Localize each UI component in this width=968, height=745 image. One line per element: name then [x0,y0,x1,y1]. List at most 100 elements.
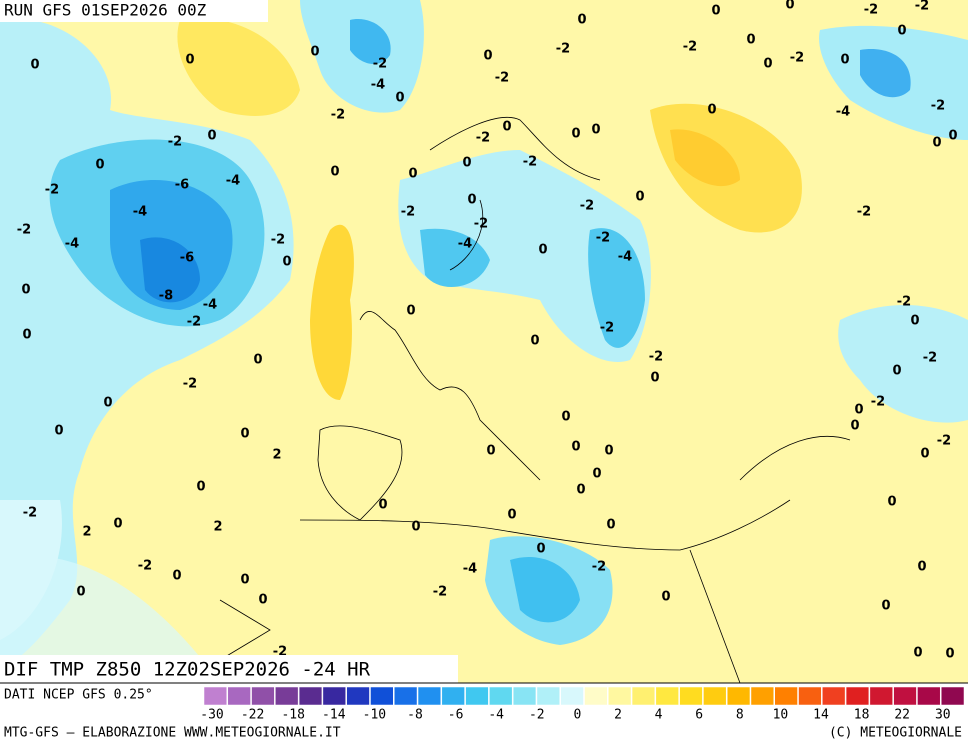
contour-label: 0 [561,410,570,425]
contour-label: 0 [606,518,615,533]
legend-tick-label: -4 [488,708,504,723]
contour-label: -2 [168,135,182,150]
legend-swatch [489,686,513,706]
source-text: DATI NCEP GFS 0.25° [4,688,153,703]
contour-label: 0 [746,33,755,48]
contour-label: 0 [945,647,954,662]
field-title: DIF TMP Z850 12Z02SEP2026 -24 HR [4,659,371,681]
legend-swatch [560,686,584,706]
contour-label: 0 [507,508,516,523]
legend-swatch [940,686,965,706]
contour-label: 0 [785,0,794,13]
contour-label: 0 [411,520,420,535]
contour-label: 0 [576,483,585,498]
contour-label: 0 [486,444,495,459]
contour-label: 0 [635,190,644,205]
field-box [0,655,458,683]
legend-swatch [275,686,299,706]
contour-label: -4 [65,237,79,252]
contour-label: 0 [592,467,601,482]
contour-label: 0 [591,123,600,138]
legend-swatch [608,686,632,706]
contour-label: -8 [159,289,173,304]
legend-tick-label: 22 [894,708,910,723]
legend-swatch [703,686,727,706]
contour-label: 0 [185,53,194,68]
contour-label: -2 [183,377,197,392]
contour-label: -4 [203,298,217,313]
legend-tick-label: -2 [529,708,545,723]
run-title: RUN GFS 01SEP2026 00Z [4,1,207,20]
contour-label: 0 [253,353,262,368]
contour-label: -2 [871,395,885,410]
legend-swatch [298,686,323,706]
contour-label: 2 [213,520,222,535]
legend-swatch [417,686,442,706]
header-box [0,0,268,22]
contour-label: 0 [571,127,580,142]
contour-label: 0 [577,13,586,28]
legend-tick-label: -18 [281,708,304,723]
contour-label: -4 [133,205,147,220]
contour-label: 0 [408,167,417,182]
contour-label: 0 [95,158,104,173]
contour-label: 0 [897,24,906,39]
legend-swatch [655,686,679,706]
legend-swatch [893,686,917,706]
contour-label: 0 [887,495,896,510]
legend-swatch [441,686,465,706]
legend-tick-label: 30 [935,708,951,723]
legend-tick-label: 0 [573,708,581,723]
legend-swatch [512,686,537,706]
contour-label: 0 [650,371,659,386]
contour-label: -2 [523,155,537,170]
contour-label: 0 [113,517,122,532]
contour-label: 0 [910,314,919,329]
legend-swatch [227,686,251,706]
contour-label: 0 [282,255,291,270]
contour-label: -2 [649,350,663,365]
contour-label: -2 [683,40,697,55]
contour-label: 0 [881,599,890,614]
contour-label: 0 [462,156,471,171]
contour-label: -2 [45,183,59,198]
contour-label: 0 [913,646,922,661]
color-legend: -30 -22 -18 -14 -10 -8 -6 -4 -2 0 2 4 6 8 10 14 18 22 30 [200,686,965,723]
legend-swatch [251,686,275,706]
contour-label: 0 [854,403,863,418]
contour-label: 0 [502,120,511,135]
contour-label: -2 [138,559,152,574]
contour-label: -2 [600,321,614,336]
contour-label: 0 [395,91,404,106]
contour-label: -2 [433,585,447,600]
contour-label: -6 [175,178,189,193]
legend-tick-label: -14 [322,708,346,723]
legend-swatch [536,686,560,706]
legend-swatch [322,686,346,706]
contour-label: 0 [207,129,216,144]
contour-label: 0 [948,129,957,144]
contour-label: 0 [571,440,580,455]
legend-tick-label: -10 [363,708,386,723]
contour-label: 0 [892,364,901,379]
contour-label: -2 [331,108,345,123]
legend-swatch [845,686,870,706]
contour-label: -2 [790,51,804,66]
contour-label: 0 [258,593,267,608]
contour-label: -2 [271,233,285,248]
legend-tick-label: 18 [854,708,870,723]
contour-label: -2 [474,217,488,232]
contour-label: -2 [373,57,387,72]
legend-tick-label: 4 [655,708,663,723]
contour-label: 0 [22,328,31,343]
contour-label: -4 [226,174,240,189]
legend-swatch [774,686,798,706]
contour-label: -2 [592,560,606,575]
contour-label: 0 [378,498,387,513]
contour-label: 0 [920,447,929,462]
contour-label: 2 [272,448,281,463]
contour-label: -4 [463,562,477,577]
contour-label: 0 [604,444,613,459]
contour-label: 0 [76,585,85,600]
